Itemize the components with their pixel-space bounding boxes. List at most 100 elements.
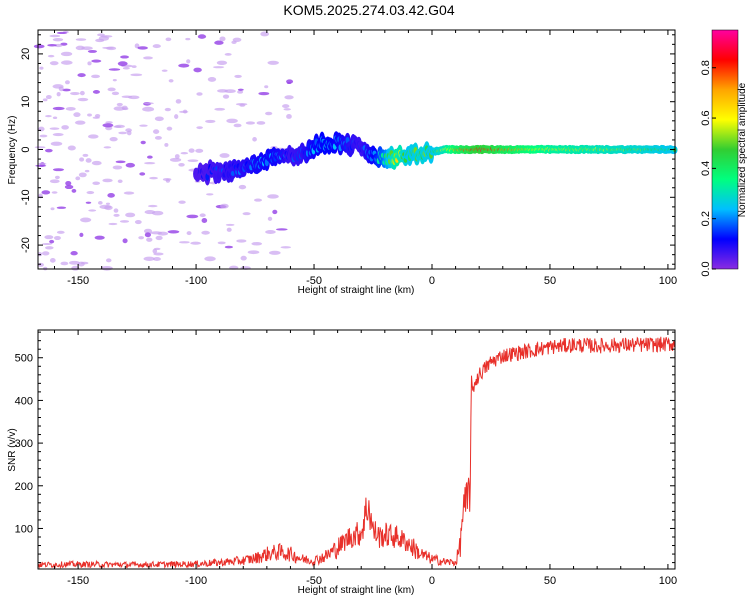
- spectrogram-speckle: [164, 107, 171, 112]
- spectrogram-speckle: [265, 111, 273, 116]
- spectrogram-speckle: [91, 59, 102, 63]
- spectrogram-speckle: [286, 114, 292, 119]
- spectrogram-speckle: [105, 202, 111, 205]
- spectrogram-speckle: [224, 89, 236, 94]
- spectrogram-speckle: [102, 46, 114, 49]
- y-tick-label: 200: [15, 481, 33, 493]
- y-tick-label: 300: [15, 438, 33, 450]
- colorbar-tick-label: 0.6: [700, 110, 712, 125]
- spectrogram-speckle: [267, 216, 273, 221]
- spectrogram-speckle: [204, 256, 216, 262]
- spectrogram-speckle: [143, 162, 156, 165]
- spectrogram-speckle: [112, 165, 123, 170]
- colorbar-tick-label: 0.4: [700, 161, 712, 176]
- spectrogram-speckle: [52, 106, 65, 111]
- spectrogram-speckle: [222, 94, 230, 99]
- spectrogram-speckle: [216, 60, 228, 65]
- spectrogram-speckle: [92, 90, 100, 94]
- spectrogram-y-ticks: -20 -10 0 10 20: [20, 34, 675, 265]
- spectrogram-speckle: [113, 213, 120, 217]
- x-tick-label: 50: [544, 575, 556, 587]
- spectrogram-speckle: [65, 180, 72, 186]
- y-tick-label: -20: [20, 237, 32, 253]
- spectrogram-speckle: [224, 53, 232, 56]
- spectrogram-speckle: [94, 113, 101, 118]
- spectrogram-speckle: [151, 210, 164, 216]
- spectrogram-speckle: [236, 239, 247, 243]
- spectrogram-speckle: [169, 157, 182, 162]
- spectrogram-speckle: [75, 176, 81, 181]
- spectrogram-speckle: [64, 184, 74, 190]
- spectrogram-speckle: [178, 63, 190, 68]
- x-tick-label: -50: [306, 275, 322, 287]
- y-tick-label: 100: [15, 523, 33, 535]
- spectrogram-speckle: [44, 246, 54, 250]
- spectrogram-speckle: [265, 230, 276, 234]
- spectrogram-speckle: [144, 228, 153, 234]
- spectrogram-speckle: [237, 90, 244, 94]
- spectrogram-speckle: [47, 43, 57, 47]
- y-tick-label: 500: [15, 353, 33, 365]
- spectrogram-speckle: [80, 217, 92, 223]
- spectrogram-speckle: [275, 228, 288, 231]
- spectrogram-speckle: [120, 55, 129, 59]
- spectrogram-speckle: [149, 176, 158, 180]
- spectrogram-speckle: [71, 188, 77, 193]
- x-tick-label: -50: [306, 575, 322, 587]
- spectrogram-speckle: [113, 208, 119, 213]
- spectrogram-speckle: [164, 142, 169, 147]
- spectrogram-speckle: [166, 126, 173, 131]
- spectrogram-speckle: [60, 261, 69, 266]
- spectrogram-speckle: [155, 235, 163, 241]
- spectrogram-x-ticks: -150 -100 -50 0 50 100: [54, 30, 677, 287]
- colorbar-label: Normalized spectral amplitude: [737, 82, 748, 217]
- spectrogram-speckle: [105, 258, 112, 263]
- spectrogram-speckle: [84, 169, 90, 173]
- spectrogram-speckle: [50, 207, 55, 211]
- spectrogram-speckle: [147, 155, 153, 159]
- spectrogram-speckle: [85, 158, 92, 163]
- spectrogram-speckle: [42, 242, 52, 245]
- spectrogram-speckle: [201, 230, 210, 235]
- spectrogram-speckle: [60, 51, 73, 57]
- spectrogram-speckle: [197, 34, 207, 39]
- spectrogram-speckle: [193, 67, 202, 73]
- spectrogram-speckle: [256, 121, 266, 125]
- spectrogram-speckle: [242, 212, 251, 216]
- spectrogram-speckle: [74, 120, 86, 125]
- spectrogram-speckle: [60, 60, 73, 65]
- spectrogram-speckle: [154, 135, 162, 140]
- spectrogram-speckle: [154, 116, 164, 122]
- spectrogram-speckle: [214, 40, 224, 45]
- spectrogram-speckle: [219, 36, 226, 42]
- spectrogram-speckle: [267, 194, 279, 199]
- colorbar-tick-label: 0.2: [700, 211, 712, 226]
- spectrogram-speckle: [168, 79, 174, 83]
- spectrogram-speckle: [79, 157, 85, 162]
- spectrogram-speckle: [152, 129, 160, 134]
- spectrogram-speckle: [75, 38, 87, 41]
- spectrogram-speckle: [186, 214, 199, 219]
- spectrogram-speckle: [190, 241, 201, 245]
- x-tick-label: -100: [185, 275, 207, 287]
- spectrogram-speckle: [180, 152, 189, 155]
- y-tick-label: 400: [15, 395, 33, 407]
- spectrogram-y-label: Frequency (Hz): [7, 116, 18, 185]
- spectrogram-speckle: [144, 232, 152, 238]
- spectrogram-speckle: [140, 140, 146, 145]
- spectrogram-speckle: [238, 184, 247, 190]
- spectrogram-speckle: [286, 79, 294, 84]
- x-tick-label: 100: [659, 575, 677, 587]
- spectrogram-speckle: [212, 66, 225, 69]
- spectrogram-speckle: [87, 49, 98, 53]
- spectrogram-speckle: [107, 193, 115, 198]
- spectrogram-speckle: [77, 73, 86, 78]
- x-tick-label: -150: [67, 275, 89, 287]
- spectrogram-speckle: [178, 162, 185, 167]
- chart-title: KOM5.2025.274.03.42.G04: [283, 2, 454, 18]
- spectrogram-speckle: [117, 179, 123, 184]
- spectrogram-speckle: [186, 59, 191, 64]
- spectrogram-speckle: [102, 123, 114, 128]
- y-tick-label: 10: [20, 96, 32, 108]
- spectrogram-speckle: [195, 148, 204, 153]
